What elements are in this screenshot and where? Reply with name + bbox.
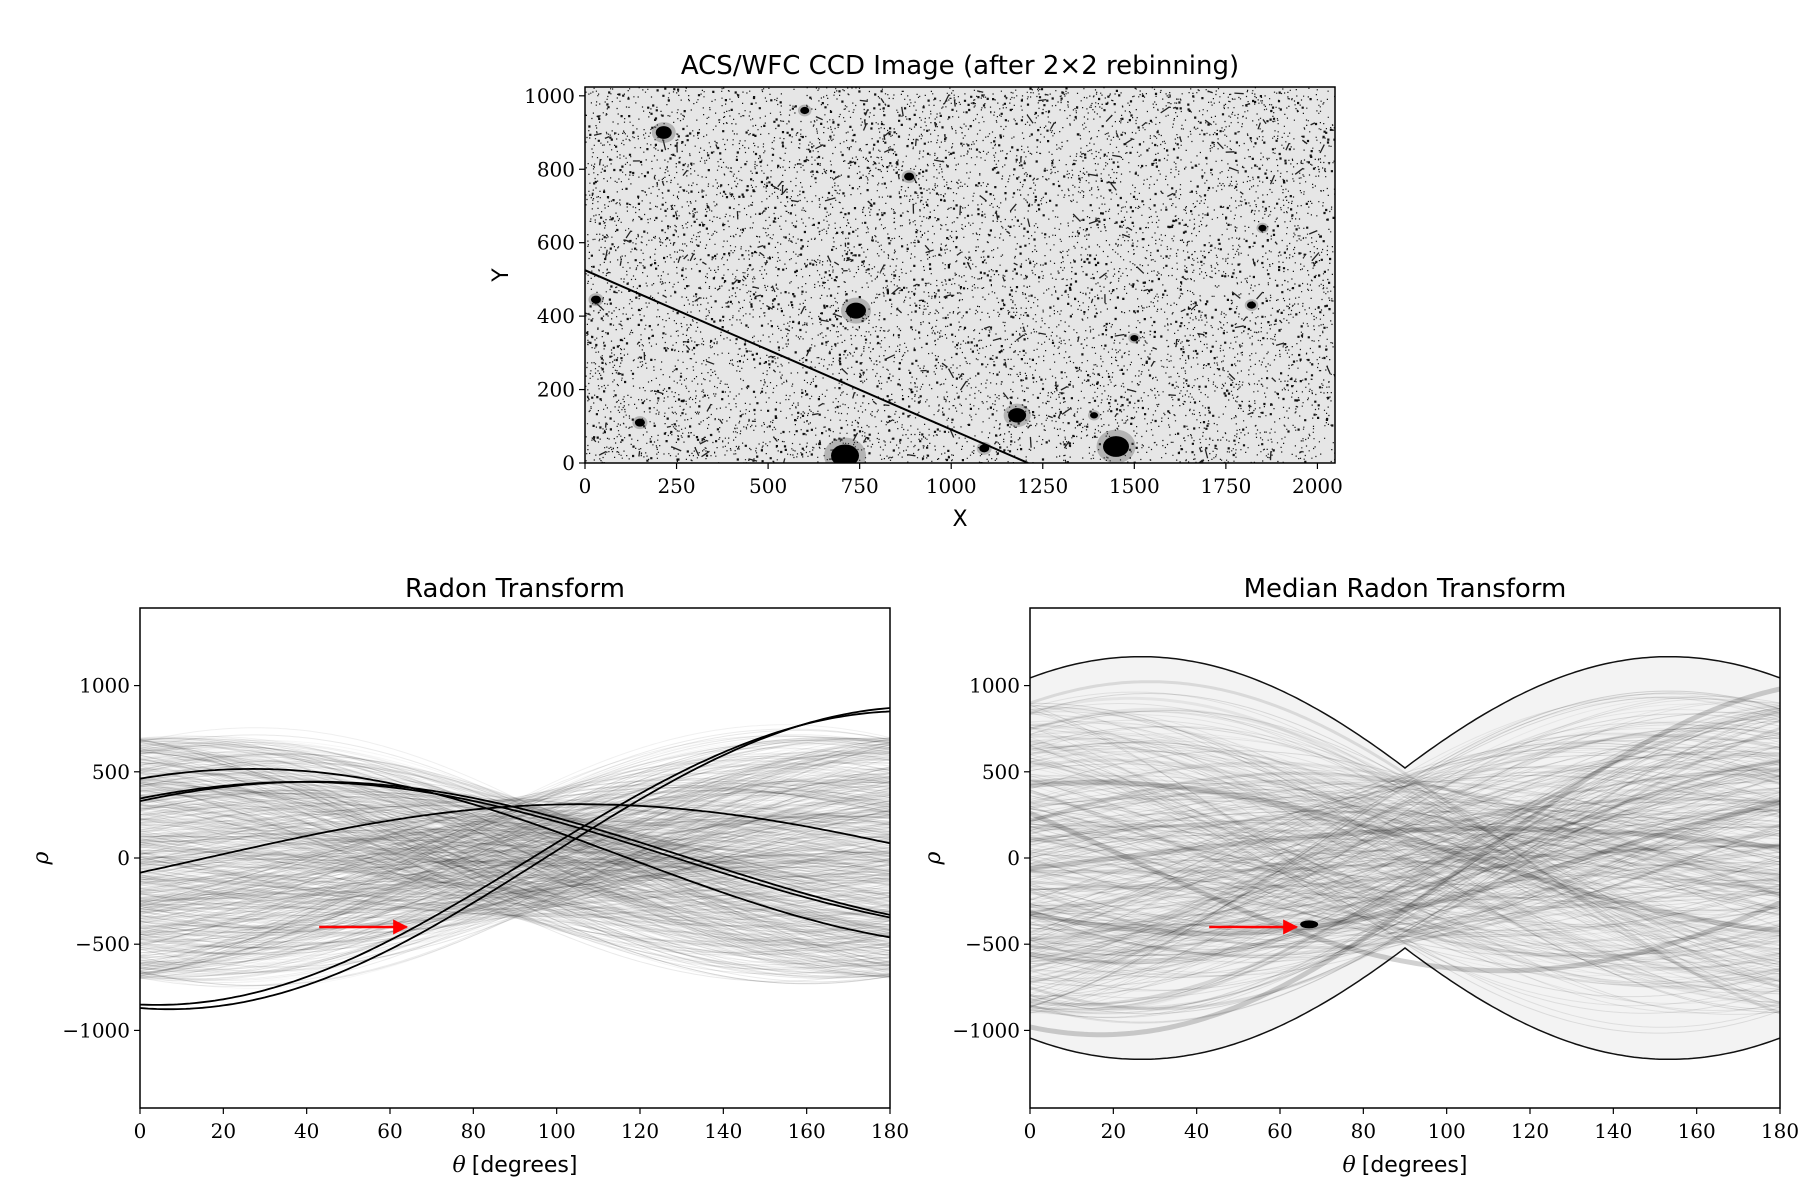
x-tick-label: 180 <box>1761 1119 1799 1143</box>
y-tick-label: 500 <box>982 760 1020 784</box>
x-tick-label: 20 <box>211 1119 236 1143</box>
y-tick-label: 800 <box>537 157 575 181</box>
y-tick-label: −1000 <box>952 1018 1020 1042</box>
x-tick-label: 160 <box>788 1119 826 1143</box>
median-x-ticks: 0 20 40 60 80 100 120 140 160 180 <box>1024 1108 1799 1143</box>
median-radon-title: Median Radon Transform <box>1244 574 1567 604</box>
y-tick-label: 600 <box>537 231 575 255</box>
x-tick-label: 80 <box>1351 1119 1376 1143</box>
ccd-source <box>656 126 672 139</box>
x-tick-label: 750 <box>841 474 879 498</box>
ccd-source <box>635 419 645 427</box>
x-tick-label: 0 <box>134 1119 147 1143</box>
x-tick-label: 2000 <box>1292 474 1343 498</box>
x-tick-label: 60 <box>377 1119 402 1143</box>
ccd-x-ticks: 0 250 500 750 1000 1250 1500 1750 2000 <box>579 463 1343 498</box>
y-tick-label: −1000 <box>62 1018 130 1042</box>
ccd-image-panel: ACS/WFC CCD Image (after 2×2 rebinning) … <box>489 51 1343 532</box>
ccd-y-label: Y <box>489 268 514 283</box>
median-x-label: θ [degrees] <box>1343 1153 1468 1178</box>
y-tick-label: 200 <box>537 378 575 402</box>
ccd-y-ticks: 0 200 400 600 800 1000 <box>524 84 585 475</box>
ccd-x-label: X <box>952 507 967 532</box>
median-y-label: ρ <box>921 851 946 865</box>
x-tick-label: 1500 <box>1109 474 1160 498</box>
x-tick-label: 120 <box>1511 1119 1549 1143</box>
radon-x-symbol: θ <box>453 1153 466 1178</box>
y-tick-label: −500 <box>965 932 1020 956</box>
median-x-symbol: θ <box>1343 1153 1356 1178</box>
x-tick-label: 160 <box>1678 1119 1716 1143</box>
x-tick-label: 140 <box>704 1119 742 1143</box>
x-tick-label: 40 <box>294 1119 319 1143</box>
x-tick-label: 120 <box>621 1119 659 1143</box>
x-tick-label: 0 <box>579 474 592 498</box>
radon-title: Radon Transform <box>405 574 625 604</box>
ccd-source <box>1247 302 1256 309</box>
y-tick-label: 0 <box>117 846 130 870</box>
y-tick-label: 1000 <box>79 674 130 698</box>
ccd-source <box>591 296 601 304</box>
radon-x-ticks: 0 20 40 60 80 100 120 140 160 180 <box>134 1108 909 1143</box>
x-tick-label: 1250 <box>1017 474 1068 498</box>
ccd-source <box>1258 225 1266 231</box>
x-tick-label: 100 <box>538 1119 576 1143</box>
y-tick-label: 400 <box>537 304 575 328</box>
x-tick-label: 1750 <box>1200 474 1251 498</box>
x-tick-label: 0 <box>1024 1119 1037 1143</box>
median-bright-spot <box>1300 920 1318 928</box>
y-tick-label: −500 <box>75 932 130 956</box>
median-radon-panel: Median Radon Transform 0 20 40 60 80 100 120 14… <box>921 574 1799 1178</box>
x-tick-label: 250 <box>657 474 695 498</box>
x-tick-label: 1000 <box>926 474 977 498</box>
ccd-title: ACS/WFC CCD Image (after 2×2 rebinning) <box>681 51 1239 81</box>
median-x-unit: [degrees] <box>1362 1153 1468 1178</box>
ccd-source <box>1103 436 1129 457</box>
ccd-source <box>846 303 866 319</box>
y-tick-label: 500 <box>92 760 130 784</box>
ccd-source <box>1130 335 1138 341</box>
median-y-ticks: −1000 −500 0 500 1000 <box>952 674 1030 1043</box>
radon-y-ticks: −1000 −500 0 500 1000 <box>62 674 140 1043</box>
ccd-source <box>1008 408 1026 422</box>
x-tick-label: 140 <box>1594 1119 1632 1143</box>
x-tick-label: 80 <box>461 1119 486 1143</box>
x-tick-label: 20 <box>1101 1119 1126 1143</box>
y-tick-label: 0 <box>1007 846 1020 870</box>
ccd-source <box>904 173 914 181</box>
x-tick-label: 100 <box>1428 1119 1466 1143</box>
x-tick-label: 40 <box>1184 1119 1209 1143</box>
x-tick-label: 60 <box>1267 1119 1292 1143</box>
y-tick-label: 0 <box>562 451 575 475</box>
x-tick-label: 180 <box>871 1119 909 1143</box>
radon-x-unit: [degrees] <box>472 1153 578 1178</box>
radon-x-label: θ [degrees] <box>453 1153 578 1178</box>
radon-y-label: ρ <box>29 851 54 865</box>
x-tick-label: 500 <box>749 474 787 498</box>
y-tick-label: 1000 <box>969 674 1020 698</box>
ccd-source <box>800 107 809 114</box>
ccd-source <box>1090 412 1098 418</box>
y-tick-label: 1000 <box>524 84 575 108</box>
radon-panel: Radon Transform 0 20 40 60 80 100 120 140 160 180… <box>29 574 909 1178</box>
